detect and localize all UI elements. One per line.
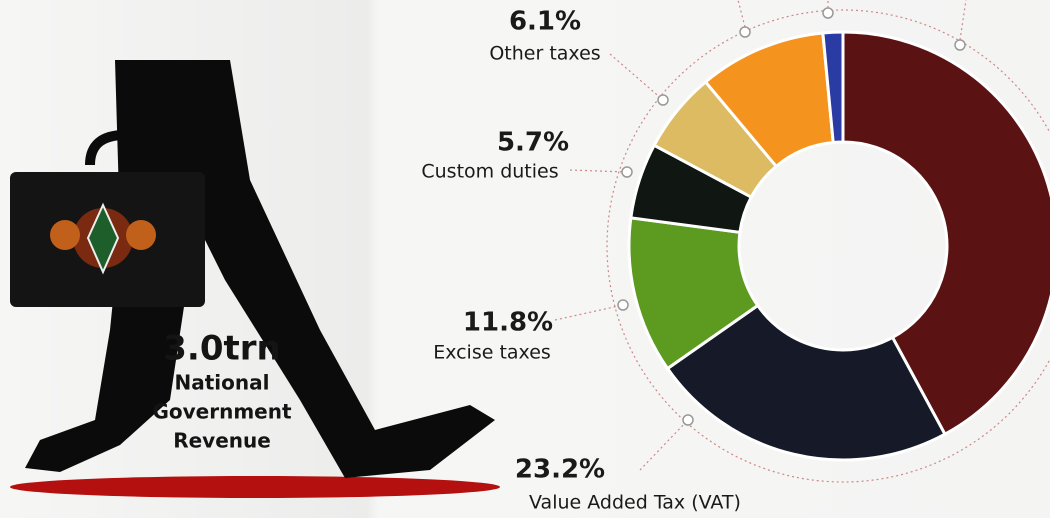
- leader-line: [639, 419, 689, 471]
- leader-marker: [617, 299, 629, 311]
- category-label: Other taxes: [489, 43, 600, 65]
- category-label: Custom duties: [421, 161, 558, 183]
- value-label: 5.7%: [497, 128, 569, 158]
- leader-marker: [657, 94, 669, 106]
- caption: National: [175, 371, 270, 395]
- guide-circle: [606, 9, 1050, 483]
- leader-line: [609, 53, 664, 101]
- guide-lines: [737, 0, 967, 41]
- walking-figure: [25, 60, 495, 478]
- shadow: [10, 476, 500, 498]
- leader-marker: [621, 166, 633, 178]
- caption: Government: [152, 400, 292, 424]
- headline: 3.0trn: [163, 329, 280, 369]
- value-label: 11.8%: [463, 308, 553, 338]
- category-label: Value Added Tax (VAT): [529, 492, 741, 514]
- briefcase: [10, 129, 205, 307]
- leader-marker: [682, 414, 694, 426]
- value-label: 6.1%: [509, 7, 581, 37]
- value-label: 23.2%: [515, 455, 605, 485]
- category-label: Excise taxes: [433, 342, 551, 364]
- donut-segment: [665, 303, 947, 462]
- donut-segment: [841, 30, 1050, 437]
- caption: Revenue: [173, 429, 271, 453]
- donut-segment: [821, 30, 845, 145]
- leader-line: [554, 304, 624, 321]
